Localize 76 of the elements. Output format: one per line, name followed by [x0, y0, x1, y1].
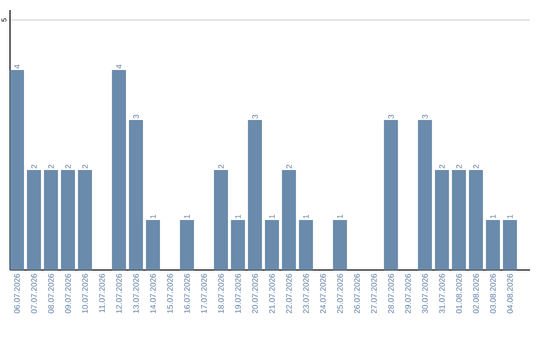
bar — [264, 220, 279, 270]
x-tick-label: 22.07.2026 — [286, 274, 292, 314]
x-tick-label: 31.07.2026 — [439, 274, 445, 314]
data-label: 2 — [48, 164, 54, 168]
data-label: 1 — [490, 214, 496, 218]
x-tick-label: 01.08.2026 — [456, 274, 462, 314]
x-tick-label: 10.07.2026 — [82, 274, 88, 313]
bar — [214, 170, 228, 270]
data-label: 1 — [235, 214, 241, 218]
data-label: 3 — [252, 114, 258, 118]
bar — [146, 220, 160, 270]
x-tick-label: 12.07.2026 — [116, 274, 122, 313]
bar — [78, 170, 92, 270]
x-tick-label: 23.07.2026 — [303, 274, 309, 314]
bar — [452, 170, 466, 270]
x-tick-label: 13.07.2026 — [133, 274, 139, 313]
data-label: 2 — [456, 164, 462, 168]
bar — [298, 220, 313, 270]
x-tick-label: 09.07.2026 — [65, 274, 71, 314]
bar — [44, 170, 58, 270]
data-label: 1 — [269, 214, 275, 218]
data-label: 1 — [184, 214, 190, 218]
bar — [248, 120, 262, 270]
bar — [502, 220, 517, 270]
x-tick-label: 03.08.2026 — [490, 274, 496, 314]
x-tick-label: 15.07.2026 — [167, 274, 173, 313]
x-tick-label: 29.07.2026 — [405, 274, 411, 314]
x-tick-label: 06.07.2026 — [14, 274, 20, 314]
x-tick-label: 07.07.2026 — [31, 274, 37, 314]
bar — [434, 170, 449, 270]
x-tick-label: 19.07.2026 — [235, 274, 241, 313]
bar — [180, 220, 194, 270]
data-label: 1 — [337, 214, 343, 218]
bar — [384, 120, 398, 270]
data-label: 2 — [286, 164, 292, 168]
x-tick-label: 21.07.2026 — [269, 274, 275, 314]
x-tick-label: 26.07.2026 — [354, 274, 360, 314]
data-label: 4 — [14, 64, 20, 69]
x-tick-label: 04.08.2026 — [507, 274, 513, 314]
bar — [230, 220, 245, 270]
x-tick-label: 16.07.2026 — [184, 274, 190, 313]
data-label: 3 — [422, 114, 428, 118]
data-label: 2 — [65, 164, 71, 168]
data-label: 2 — [439, 164, 445, 168]
bar — [418, 120, 432, 270]
data-label: 3 — [133, 114, 139, 118]
x-tick-label: 28.07.2026 — [388, 274, 394, 314]
x-tick-label: 18.07.2026 — [218, 274, 224, 313]
bar — [60, 170, 75, 270]
x-tick-label: 25.07.2026 — [337, 274, 343, 314]
bar — [282, 170, 296, 270]
data-label: 4 — [116, 64, 122, 69]
data-label: 2 — [218, 164, 224, 168]
x-tick-label: 14.07.2026 — [150, 274, 156, 313]
x-tick-label: 11.07.2026 — [99, 274, 105, 312]
x-tick-label: 30.07.2026 — [422, 274, 428, 314]
bar — [332, 220, 347, 270]
bar — [486, 220, 500, 270]
data-label: 3 — [388, 114, 394, 118]
data-label: 1 — [303, 214, 309, 218]
bar — [468, 170, 483, 270]
bar — [112, 70, 126, 270]
data-label: 1 — [150, 214, 156, 218]
x-tick-label: 02.08.2026 — [473, 274, 479, 314]
data-label: 1 — [507, 214, 513, 218]
x-tick-label: 20.07.2026 — [252, 274, 258, 314]
bar — [26, 170, 41, 270]
data-label: 2 — [473, 164, 479, 168]
x-tick-label: 08.07.2026 — [48, 274, 54, 314]
bar — [10, 70, 24, 270]
data-label: 2 — [31, 164, 37, 168]
bar — [128, 120, 143, 270]
data-label: 2 — [82, 164, 88, 168]
x-tick-label: 24.07.2026 — [320, 274, 326, 314]
x-tick-label: 27.07.2026 — [371, 274, 377, 314]
x-tick-label: 17.07.2026 — [201, 274, 207, 313]
